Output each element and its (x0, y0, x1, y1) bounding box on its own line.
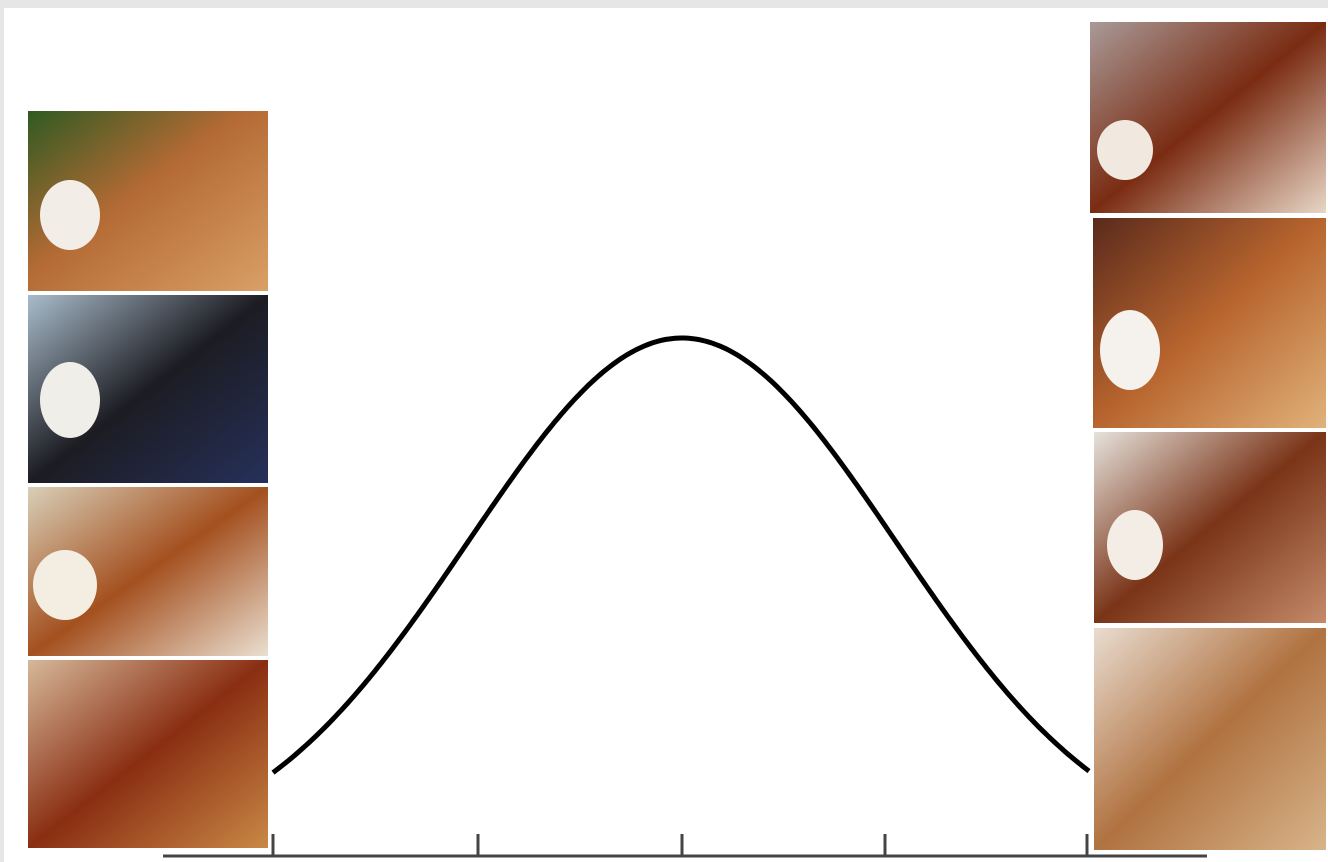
photo-detail (40, 362, 100, 438)
axis (163, 834, 1207, 858)
photo (28, 660, 268, 848)
photo-detail (1107, 510, 1163, 580)
photo-detail (1100, 310, 1160, 390)
photo-detail (40, 180, 100, 250)
photo-detail (33, 550, 97, 620)
photo-detail (1097, 120, 1153, 180)
right-photos (1090, 22, 1326, 850)
left-photos (28, 111, 268, 848)
photo (1094, 628, 1326, 850)
photo (1090, 22, 1326, 213)
bell-curve (271, 335, 1091, 775)
